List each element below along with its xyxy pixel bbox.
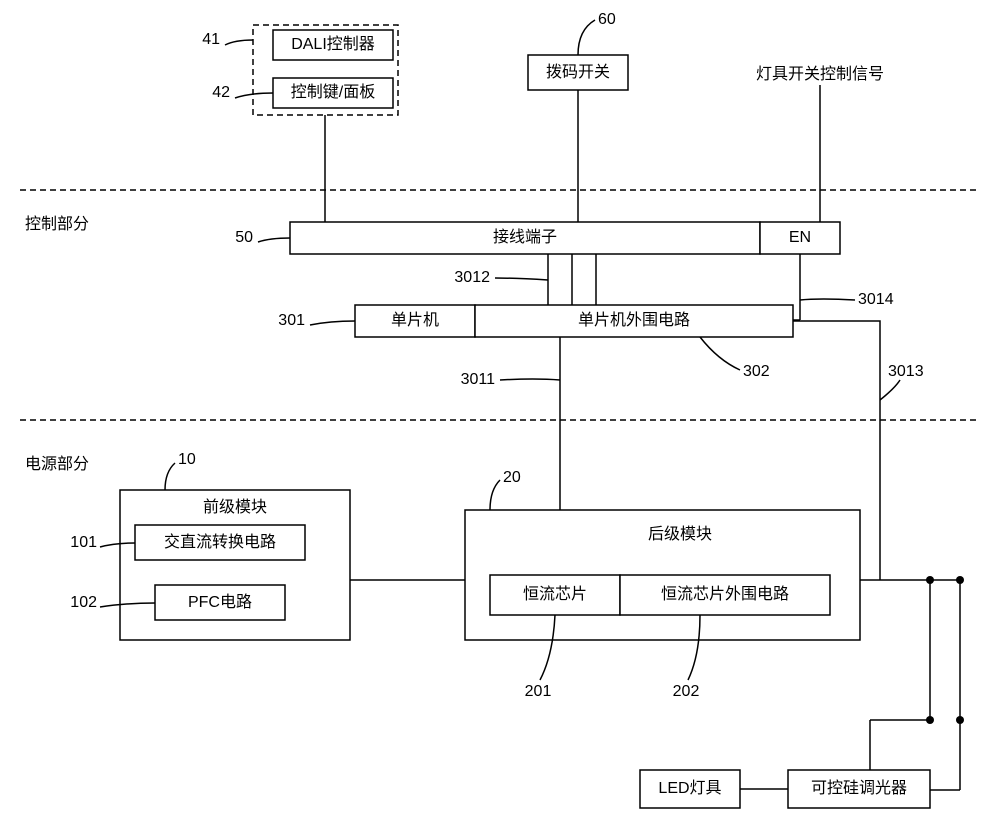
callout-42: 42 [212,84,230,101]
section-control-label: 控制部分 [25,215,89,233]
leader-42 [235,93,273,98]
label-panel: 控制键/面板 [291,83,375,101]
callout-50: 50 [235,229,253,246]
leader-50 [258,238,290,242]
leader-3014 [800,299,855,300]
label-cc-chip: 恒流芯片 [523,585,587,603]
leader-301 [310,321,355,325]
callout-102: 102 [70,594,97,611]
callout-302: 302 [743,363,770,380]
dot-4 [956,716,964,724]
label-mcu: 单片机 [391,311,439,329]
callout-101: 101 [70,534,97,551]
label-led: LED灯具 [658,779,721,797]
callout-3014: 3014 [858,291,894,308]
callout-202: 202 [673,683,700,700]
leader-3013 [880,380,900,400]
callout-301: 301 [278,312,305,329]
label-lamp-signal: 灯具开关控制信号 [756,65,884,83]
label-acdc: 交直流转换电路 [164,533,276,551]
leader-10 [165,463,175,490]
callout-3011: 3011 [461,371,496,388]
label-back-module: 后级模块 [648,525,712,543]
leader-20 [490,480,500,510]
label-en: EN [789,229,811,246]
label-pfc: PFC电路 [188,593,252,611]
callout-10: 10 [178,451,196,468]
label-front-module: 前级模块 [203,498,267,516]
label-terminal: 接线端子 [493,228,557,246]
callout-60: 60 [598,11,616,28]
label-cc-peri: 恒流芯片外围电路 [661,585,789,603]
callout-201: 201 [525,683,552,700]
leader-3012 [495,278,548,280]
label-dali: DALI控制器 [291,35,375,53]
leader-60 [578,20,595,55]
callout-41: 41 [202,31,220,48]
label-mcu-peri: 单片机外围电路 [578,311,690,329]
leader-41 [225,40,253,45]
section-power-label: 电源部分 [25,455,89,473]
callout-3012: 3012 [454,269,490,286]
leader-302 [700,337,740,370]
callout-20: 20 [503,469,521,486]
label-dimmer: 可控硅调光器 [811,779,907,797]
leader-3011 [500,379,560,380]
label-dip: 拨码开关 [546,63,610,81]
diagram-canvas: 控制部分 电源部分 DALI控制器 控制键/面板 41 42 拨码开关 60 灯… [0,0,1000,830]
callout-3013: 3013 [888,363,924,380]
